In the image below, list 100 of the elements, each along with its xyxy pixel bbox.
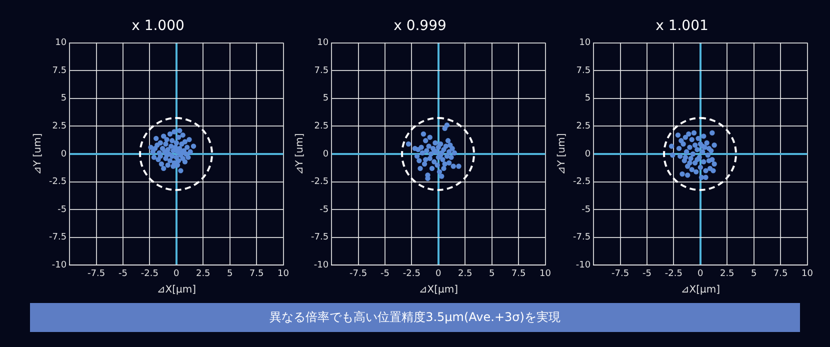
x-tick-label: 7.5 [773, 268, 788, 279]
y-tick-label: -10 [576, 260, 591, 271]
x-tick-label: 0 [698, 268, 704, 279]
point [684, 172, 690, 178]
point [422, 156, 428, 162]
point [422, 161, 428, 167]
point [176, 134, 182, 140]
point [177, 128, 182, 134]
text: 異なる倍率でも高い位置精度3.5μm(Ave.+3σ)を実現 [270, 309, 560, 326]
x-axis-title: ⊿X[µm] [418, 284, 458, 296]
point [670, 152, 676, 158]
point [686, 131, 692, 137]
x-tick-label: 10 [540, 268, 552, 279]
x-tick-label: 5 [488, 268, 495, 279]
x-axis-title: ⊿X[µm] [156, 284, 196, 296]
y-tick-label: -2.5 [311, 177, 329, 188]
x-tick-label: -7.5 [611, 268, 630, 279]
point [678, 154, 683, 159]
x-tick-label: -5 [380, 268, 390, 279]
point [687, 144, 692, 150]
x-tick-label: 7.5 [249, 268, 264, 279]
point [182, 159, 188, 164]
point [168, 144, 174, 149]
point [190, 144, 196, 149]
point [712, 142, 717, 148]
y-tick-label: 2.5 [52, 122, 67, 132]
x-tick-label: 10 [802, 268, 814, 279]
point [710, 168, 716, 174]
point [180, 132, 186, 138]
point [432, 140, 438, 146]
point [172, 129, 177, 134]
point [675, 132, 681, 138]
point [446, 160, 452, 166]
point [446, 149, 452, 154]
point [422, 138, 428, 144]
x-tick-label: -5 [642, 268, 652, 279]
point [448, 154, 454, 160]
y-tick-label: 2.5 [576, 122, 591, 132]
point [689, 136, 694, 142]
y-tick-label: -5 [320, 204, 329, 215]
point [442, 161, 448, 167]
point [429, 166, 435, 172]
point [438, 141, 444, 147]
point [690, 151, 696, 157]
point [163, 141, 168, 147]
point [688, 156, 694, 162]
point [440, 156, 446, 162]
point [450, 146, 455, 152]
x-tick-label: 0 [174, 268, 180, 279]
point [148, 144, 154, 150]
y-tick-label: 10 [317, 38, 329, 48]
point [680, 171, 685, 177]
x-tick-label: -7.5 [349, 268, 368, 279]
point [158, 154, 163, 159]
x-tick-label: 7.5 [511, 268, 526, 279]
point [151, 154, 157, 160]
point [160, 134, 166, 139]
point [705, 152, 710, 158]
x-tick-label: 10 [278, 268, 290, 279]
x-tick-label: 0 [436, 268, 442, 279]
point [456, 164, 462, 169]
y-tick-label: -5 [582, 204, 591, 215]
point [450, 164, 456, 169]
point [698, 164, 704, 170]
x-tick-label: 2.5 [196, 268, 210, 279]
point [160, 166, 166, 172]
y-tick-label: -10 [52, 260, 67, 271]
point [414, 154, 420, 159]
point [701, 159, 706, 164]
y-tick-label: 0 [322, 149, 329, 160]
point [165, 162, 170, 168]
point [691, 130, 697, 136]
y-tick-label: 7.5 [52, 66, 67, 76]
point [177, 146, 182, 152]
point [406, 141, 412, 147]
point [186, 136, 192, 142]
point [701, 134, 706, 139]
point [158, 161, 164, 167]
point [680, 141, 686, 147]
point [700, 149, 706, 154]
y-tick-label: 7.5 [576, 66, 591, 76]
x-tick-label: 2.5 [458, 268, 472, 279]
x-tick-label: 5 [226, 268, 233, 279]
point [170, 154, 175, 159]
y-tick-label: -5 [58, 204, 67, 215]
point [418, 144, 424, 150]
point [165, 146, 170, 152]
point [710, 156, 715, 162]
point [684, 149, 690, 154]
point [668, 144, 674, 149]
point [416, 158, 422, 164]
y-axis-title: ⊿Y [um] [556, 133, 568, 175]
point [682, 154, 688, 160]
point [182, 139, 188, 144]
point [696, 136, 701, 142]
y-tick-label: 5 [60, 94, 67, 104]
point [432, 159, 437, 164]
point [154, 136, 159, 142]
chart-title: x 0.999 [394, 18, 446, 34]
point [436, 169, 442, 174]
